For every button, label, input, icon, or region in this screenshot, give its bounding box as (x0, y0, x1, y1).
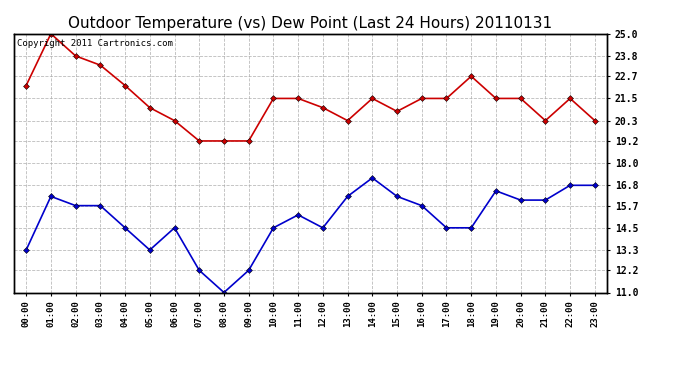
Title: Outdoor Temperature (vs) Dew Point (Last 24 Hours) 20110131: Outdoor Temperature (vs) Dew Point (Last… (68, 16, 553, 31)
Text: Copyright 2011 Cartronics.com: Copyright 2011 Cartronics.com (17, 39, 172, 48)
